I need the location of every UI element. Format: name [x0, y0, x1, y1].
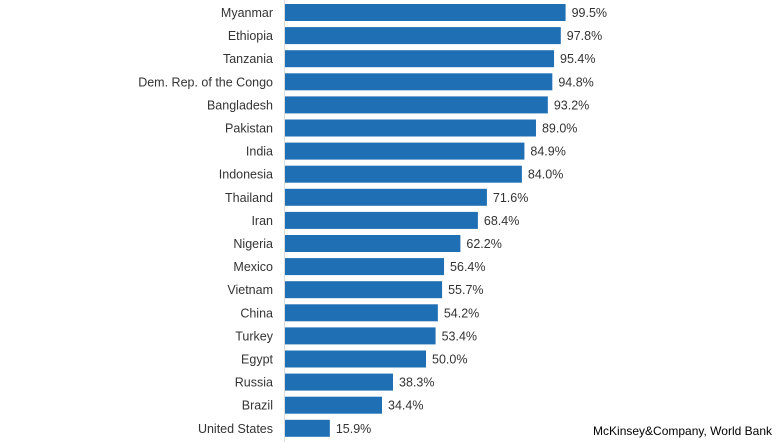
category-label: Dem. Rep. of the Congo	[138, 75, 273, 89]
category-label: China	[240, 306, 273, 320]
value-label: 89.0%	[542, 122, 577, 136]
bar	[285, 119, 536, 137]
source-credit: McKinsey&Company, World Bank	[593, 424, 772, 438]
bar	[285, 165, 522, 183]
category-label: Indonesia	[219, 168, 273, 182]
category-label: Brazil	[242, 399, 273, 413]
value-label: 50.0%	[432, 353, 467, 367]
bar	[285, 304, 438, 322]
bar	[285, 258, 445, 276]
value-label: 55.7%	[448, 283, 483, 297]
value-label: 53.4%	[442, 329, 477, 343]
bar	[285, 281, 443, 299]
category-label: Tanzania	[223, 52, 273, 66]
value-label: 62.2%	[466, 237, 501, 251]
category-label: Iran	[251, 214, 273, 228]
category-label: Russia	[235, 376, 273, 390]
value-label: 95.4%	[560, 52, 595, 66]
category-label: Nigeria	[233, 237, 273, 251]
category-label: Pakistan	[225, 122, 273, 136]
category-label: Ethiopia	[228, 29, 273, 43]
value-label: 84.9%	[530, 145, 565, 159]
bar	[285, 235, 461, 252]
bar	[285, 27, 561, 45]
value-label: 34.4%	[388, 399, 423, 413]
bar	[285, 50, 555, 68]
bar	[285, 4, 566, 21]
value-label: 38.3%	[399, 376, 434, 390]
category-label: Egypt	[241, 353, 273, 367]
bar	[285, 142, 525, 160]
bar	[285, 211, 478, 229]
category-label: Bangladesh	[207, 98, 273, 112]
value-label: 56.4%	[450, 260, 485, 274]
value-label: 71.6%	[493, 191, 528, 205]
bar	[285, 96, 548, 114]
category-label: Mexico	[233, 260, 273, 274]
value-label: 68.4%	[484, 214, 519, 228]
value-label: 93.2%	[554, 98, 589, 112]
bar	[285, 73, 553, 91]
value-label: 15.9%	[336, 422, 371, 436]
category-label: Turkey	[235, 329, 273, 343]
value-label: 84.0%	[528, 168, 563, 182]
category-label: Vietnam	[227, 283, 273, 297]
bar	[285, 373, 394, 391]
value-label: 97.8%	[567, 29, 602, 43]
bar	[285, 188, 487, 206]
bars-group: Myanmar 99.5% Ethiopia 97.8% Tanzania 95.4% De…	[138, 4, 607, 437]
category-label: Myanmar	[221, 6, 273, 20]
bar	[285, 396, 383, 414]
bar	[285, 327, 436, 345]
value-label: 99.5%	[572, 6, 607, 20]
value-label: 54.2%	[444, 306, 479, 320]
value-label: 94.8%	[558, 75, 593, 89]
category-label: India	[246, 145, 273, 159]
bar	[285, 419, 330, 437]
bar	[285, 350, 426, 368]
category-label: Thailand	[225, 191, 273, 205]
category-label: United States	[198, 422, 273, 436]
